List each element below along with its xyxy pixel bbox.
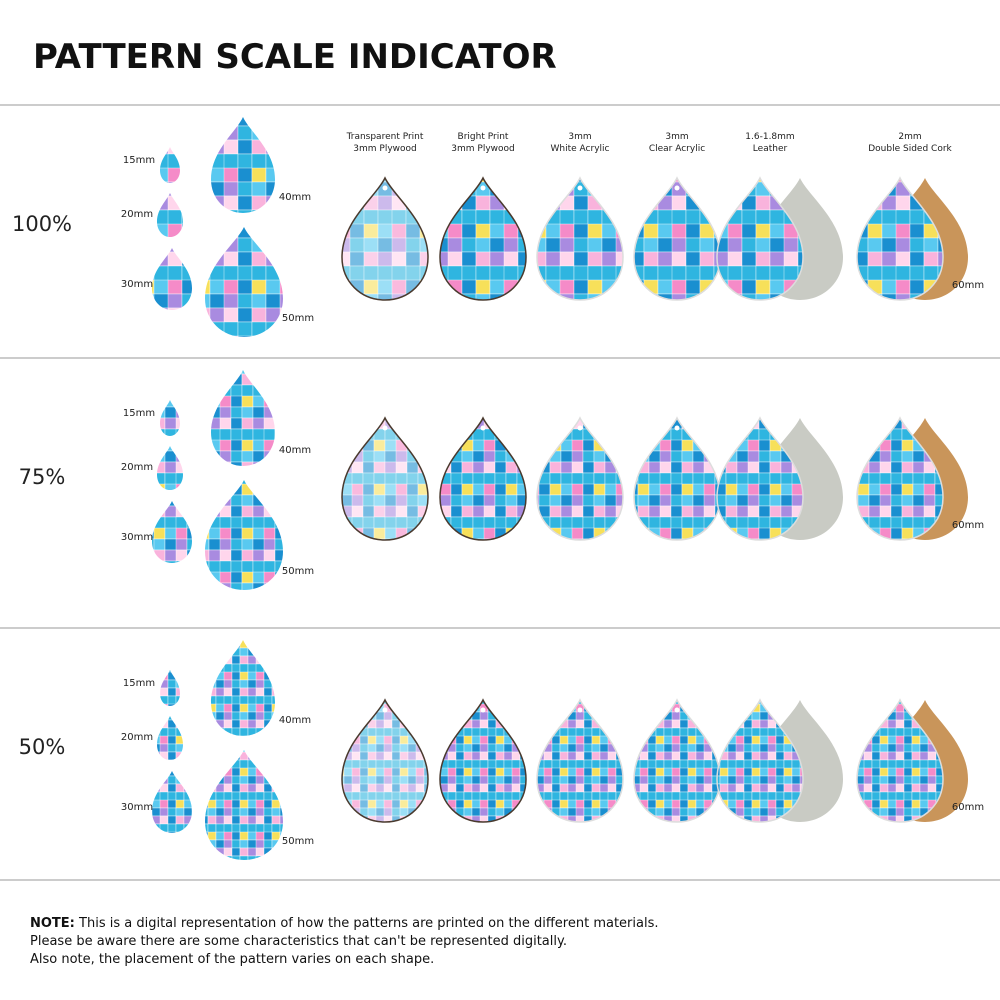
material-header: 3mm xyxy=(665,132,688,142)
material-header: 3mm Plywood xyxy=(451,144,514,154)
size-label: 15mm xyxy=(123,678,155,689)
teardrop xyxy=(536,416,624,541)
material-header: Double Sided Cork xyxy=(868,144,952,154)
size-label: 20mm xyxy=(121,209,153,220)
hole xyxy=(480,425,486,431)
hole xyxy=(577,425,583,431)
teardrop xyxy=(536,698,624,823)
teardrop xyxy=(211,640,275,736)
size-label: 30mm xyxy=(121,279,153,290)
teardrop xyxy=(152,501,192,563)
note-line: Also note, the placement of the pattern … xyxy=(30,952,434,967)
material-header: Clear Acrylic xyxy=(649,144,705,154)
material-header: 2mm xyxy=(898,132,921,142)
teardrop xyxy=(157,446,183,490)
teardrop xyxy=(536,176,624,301)
teardrop xyxy=(439,416,527,541)
scale-label: 50% xyxy=(19,735,66,759)
teardrop xyxy=(205,480,283,590)
note-line: Please be aware there are some character… xyxy=(30,934,567,949)
hole xyxy=(577,707,583,713)
teardrop xyxy=(716,416,804,541)
title: PATTERN SCALE INDICATOR xyxy=(33,37,557,77)
material-header: Bright Print xyxy=(458,132,509,142)
size-label: 60mm xyxy=(952,802,984,813)
teardrop xyxy=(160,400,180,436)
teardrop xyxy=(205,750,283,860)
teardrop xyxy=(716,698,804,823)
teardrop xyxy=(152,771,192,833)
teardrop xyxy=(341,698,429,823)
teardrop xyxy=(160,670,180,706)
hole xyxy=(382,425,388,431)
teardrop xyxy=(160,147,180,183)
teardrop xyxy=(439,698,527,823)
size-label: 40mm xyxy=(279,445,311,456)
size-label: 15mm xyxy=(123,408,155,419)
scale-label: 100% xyxy=(12,212,72,236)
hole xyxy=(382,185,388,191)
size-label: 20mm xyxy=(121,732,153,743)
teardrop xyxy=(716,176,804,301)
teardrop xyxy=(856,416,944,541)
size-label: 50mm xyxy=(282,836,314,847)
material-header: White Acrylic xyxy=(551,144,610,154)
size-label: 50mm xyxy=(282,566,314,577)
teardrop xyxy=(205,227,283,337)
teardrop xyxy=(633,698,721,823)
teardrop xyxy=(856,176,944,301)
hole xyxy=(480,707,486,713)
hole xyxy=(480,185,486,191)
material-header: 1.6-1.8mm xyxy=(745,132,794,142)
size-label: 60mm xyxy=(952,280,984,291)
note-label: NOTE: xyxy=(30,916,75,931)
teardrop xyxy=(211,370,275,466)
teardrop xyxy=(157,193,183,237)
material-header: Transparent Print xyxy=(346,132,424,142)
hole xyxy=(382,707,388,713)
hole xyxy=(674,707,680,713)
size-label: 30mm xyxy=(121,802,153,813)
material-header: Leather xyxy=(753,144,788,154)
size-label: 30mm xyxy=(121,532,153,543)
teardrop xyxy=(152,248,192,310)
teardrop xyxy=(157,716,183,760)
material-header: 3mm xyxy=(568,132,591,142)
teardrop xyxy=(439,176,527,301)
teardrop xyxy=(341,416,429,541)
note-line: This is a digital representation of how … xyxy=(75,916,659,931)
teardrop xyxy=(633,416,721,541)
note: NOTE: This is a digital representation o… xyxy=(30,916,659,931)
teardrop xyxy=(856,698,944,823)
size-label: 40mm xyxy=(279,715,311,726)
size-label: 20mm xyxy=(121,462,153,473)
size-label: 40mm xyxy=(279,192,311,203)
size-label: 50mm xyxy=(282,313,314,324)
teardrop xyxy=(633,176,721,301)
teardrop xyxy=(341,176,429,301)
scale-label: 75% xyxy=(19,465,66,489)
hole xyxy=(674,185,680,191)
teardrop xyxy=(211,117,275,213)
hole xyxy=(674,425,680,431)
size-label: 15mm xyxy=(123,155,155,166)
material-header: 3mm Plywood xyxy=(353,144,416,154)
hole xyxy=(577,185,583,191)
size-label: 60mm xyxy=(952,520,984,531)
